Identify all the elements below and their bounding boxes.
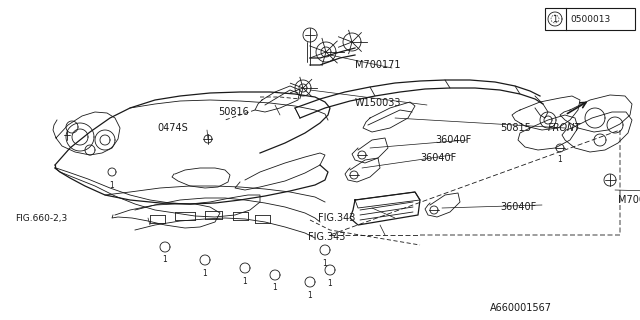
Text: 1: 1 [243,276,248,285]
Text: 36040F: 36040F [500,202,536,212]
Text: 1: 1 [203,268,207,277]
Text: 50816: 50816 [218,107,249,117]
Text: FRONT: FRONT [548,123,581,133]
Text: FIG.660-2,3: FIG.660-2,3 [15,213,67,222]
Text: 36040F: 36040F [435,135,471,145]
Text: 1: 1 [273,284,277,292]
Bar [545,8,635,30]
Text: 0474S: 0474S [157,123,188,133]
Text: A660001567: A660001567 [490,303,552,313]
Text: 1: 1 [308,291,312,300]
Text: 36040F: 36040F [420,153,456,163]
Text: W150033: W150033 [355,98,401,108]
Text: FIG.343: FIG.343 [308,232,346,242]
Text: M700172: M700172 [618,195,640,205]
Text: 1: 1 [552,14,557,23]
Text: 0500013: 0500013 [570,14,611,23]
Text: FIG.343: FIG.343 [318,213,355,223]
Text: 1: 1 [109,180,115,189]
Text: 1: 1 [163,255,168,265]
Text: M700171: M700171 [355,60,401,70]
Text: 1: 1 [328,278,332,287]
Text: 1: 1 [557,156,563,164]
Text: 50815: 50815 [500,123,531,133]
Text: 1: 1 [323,259,328,268]
